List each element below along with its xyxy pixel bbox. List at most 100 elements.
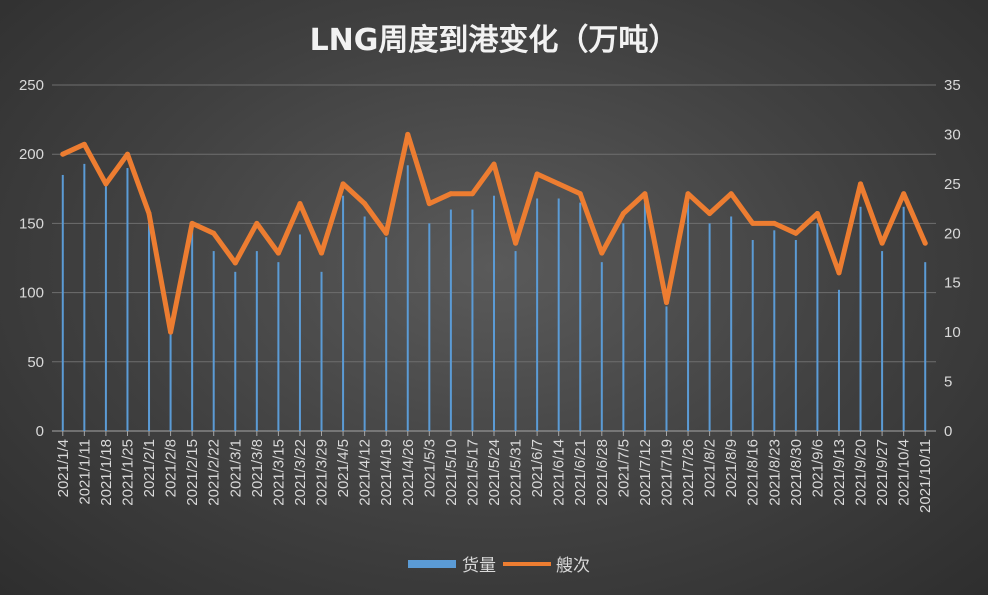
- bar: [557, 198, 560, 431]
- bar: [600, 262, 603, 431]
- line-point: [426, 201, 432, 207]
- line-point: [577, 191, 583, 197]
- x-tick-label: 2021/10/11: [917, 439, 934, 513]
- line-point: [232, 260, 238, 266]
- x-tick-label: 2021/8/9: [723, 439, 740, 497]
- bar: [794, 240, 797, 431]
- bar: [449, 209, 452, 431]
- x-tick-label: 2021/1/4: [55, 439, 72, 497]
- bar: [363, 216, 366, 431]
- right-axis-tick-label: 0: [944, 423, 952, 440]
- line-point: [879, 240, 885, 246]
- line-point: [383, 230, 389, 236]
- bar: [83, 163, 86, 431]
- legend: 货量 艘次: [408, 556, 590, 576]
- bar: [493, 195, 495, 431]
- line-point: [297, 201, 303, 207]
- bar: [320, 271, 323, 431]
- x-tick-label: 2021/4/12: [357, 439, 374, 506]
- line-point: [103, 181, 109, 187]
- x-tick-label: 2021/5/31: [508, 439, 525, 506]
- line-point: [556, 181, 562, 187]
- bar: [730, 216, 733, 431]
- line-point: [405, 131, 411, 137]
- legend-label-bar: 货量: [462, 556, 496, 576]
- x-tick-label: 2021/3/1: [227, 439, 244, 497]
- bar: [148, 220, 151, 431]
- line-point: [858, 181, 864, 187]
- right-axis-tick-label: 20: [944, 225, 961, 242]
- x-tick-label: 2021/2/15: [184, 439, 201, 506]
- left-axis-tick-label: 50: [27, 354, 44, 371]
- bar: [514, 251, 517, 431]
- bar: [881, 251, 884, 431]
- x-tick-label: 2021/9/13: [831, 439, 848, 506]
- x-tick-label: 2021/5/17: [464, 439, 481, 506]
- bar: [428, 223, 431, 431]
- x-tick-label: 2021/3/8: [249, 439, 266, 497]
- x-tick-label: 2021/8/30: [788, 439, 805, 506]
- chart-title: LNG周度到港变化（万吨）: [310, 23, 679, 58]
- line-point: [707, 211, 713, 217]
- line-point: [685, 191, 691, 197]
- line-point: [275, 250, 281, 256]
- right-axis-tick-label: 10: [944, 324, 961, 341]
- x-tick-label: 2021/1/11: [76, 439, 93, 505]
- line-point: [750, 220, 756, 226]
- bar: [298, 234, 301, 431]
- right-axis: 0 5 10 15 20 25 30 35: [944, 77, 961, 440]
- left-axis-tick-label: 0: [36, 423, 44, 440]
- line-point: [146, 211, 152, 217]
- bar: [126, 168, 129, 432]
- x-tick-label: 2021/4/26: [400, 439, 417, 506]
- line-point: [491, 161, 497, 167]
- line-point: [189, 220, 195, 226]
- x-tick-label: 2021/6/7: [529, 439, 546, 497]
- left-axis: 0 50 100 150 200 250: [19, 77, 44, 440]
- bar: [859, 206, 862, 431]
- x-tick-label: 2021/6/21: [572, 439, 589, 506]
- bar: [687, 202, 690, 431]
- bar: [234, 271, 237, 431]
- line-point: [901, 191, 907, 197]
- bar: [816, 223, 819, 431]
- x-tick-label: 2021/7/26: [680, 439, 697, 506]
- x-tick-label: 2021/6/14: [551, 439, 568, 506]
- x-axis: 2021/1/4 2021/1/11 2021/1/18 2021/1/25 2021/…: [55, 431, 934, 513]
- bar: [751, 240, 754, 431]
- bar: [277, 262, 280, 431]
- x-tick-label: 2021/7/12: [637, 439, 654, 506]
- x-tick-label: 2021/8/16: [745, 439, 762, 506]
- x-tick-label: 2021/3/29: [314, 439, 331, 506]
- x-tick-label: 2021/1/25: [119, 439, 136, 506]
- bar: [342, 195, 345, 431]
- bar: [61, 174, 64, 431]
- bar: [385, 237, 388, 431]
- right-axis-tick-label: 5: [944, 374, 952, 391]
- line-point: [60, 151, 66, 157]
- x-tick-label: 2021/3/22: [292, 439, 309, 506]
- bar: [579, 202, 582, 431]
- line-point: [534, 171, 540, 177]
- bar: [643, 202, 646, 431]
- x-tick-label: 2021/10/4: [896, 439, 913, 506]
- bar: [255, 251, 258, 431]
- legend-label-line: 艘次: [556, 556, 590, 576]
- bar: [924, 262, 927, 431]
- line-point: [362, 201, 368, 207]
- line-point: [168, 329, 174, 335]
- bar: [837, 289, 840, 431]
- line-point: [448, 191, 454, 197]
- x-tick-label: 2021/2/8: [163, 439, 180, 497]
- right-axis-tick-label: 30: [944, 126, 961, 143]
- bar: [104, 184, 107, 431]
- left-axis-tick-label: 200: [19, 146, 44, 163]
- x-tick-label: 2021/9/6: [809, 439, 826, 497]
- bar: [622, 223, 625, 431]
- x-tick-label: 2021/6/28: [594, 439, 611, 506]
- right-axis-tick-label: 35: [944, 77, 961, 94]
- x-tick-label: 2021/8/2: [702, 439, 719, 497]
- line-point: [319, 250, 325, 256]
- line-point: [469, 191, 475, 197]
